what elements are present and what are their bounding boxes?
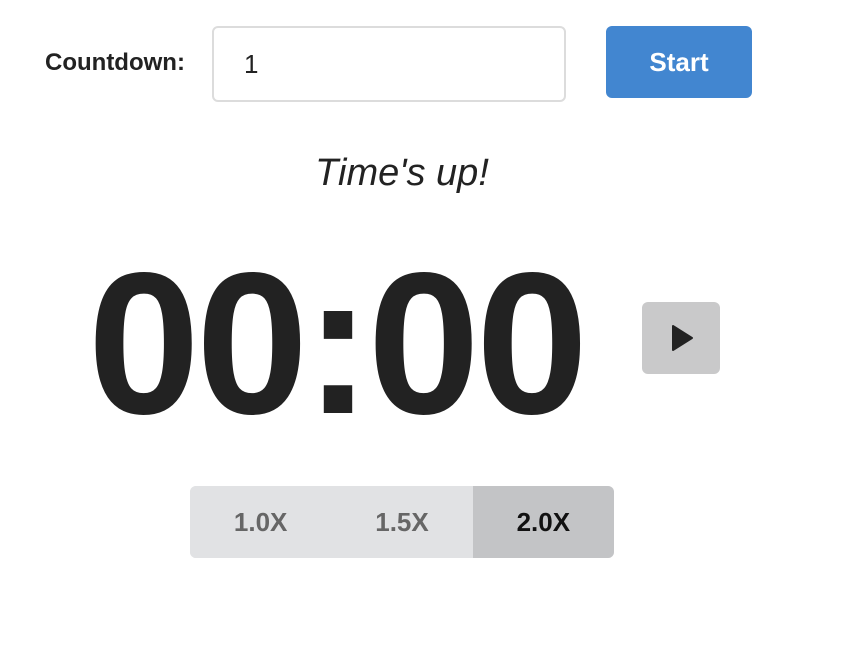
status-message: Time's up! [315,152,489,194]
countdown-label: Countdown: [45,49,185,76]
play-button[interactable] [642,302,720,374]
start-button[interactable]: Start [606,26,752,98]
speed-option-1-0x[interactable]: 1.0X [190,486,332,558]
play-icon [672,325,693,351]
speed-selector: 1.0X 1.5X 2.0X [190,486,614,558]
speed-option-2-0x[interactable]: 2.0X [472,486,614,558]
timer-display: 00:00 [87,230,589,456]
countdown-input[interactable] [212,26,566,102]
speed-option-1-5x[interactable]: 1.5X [331,486,473,558]
